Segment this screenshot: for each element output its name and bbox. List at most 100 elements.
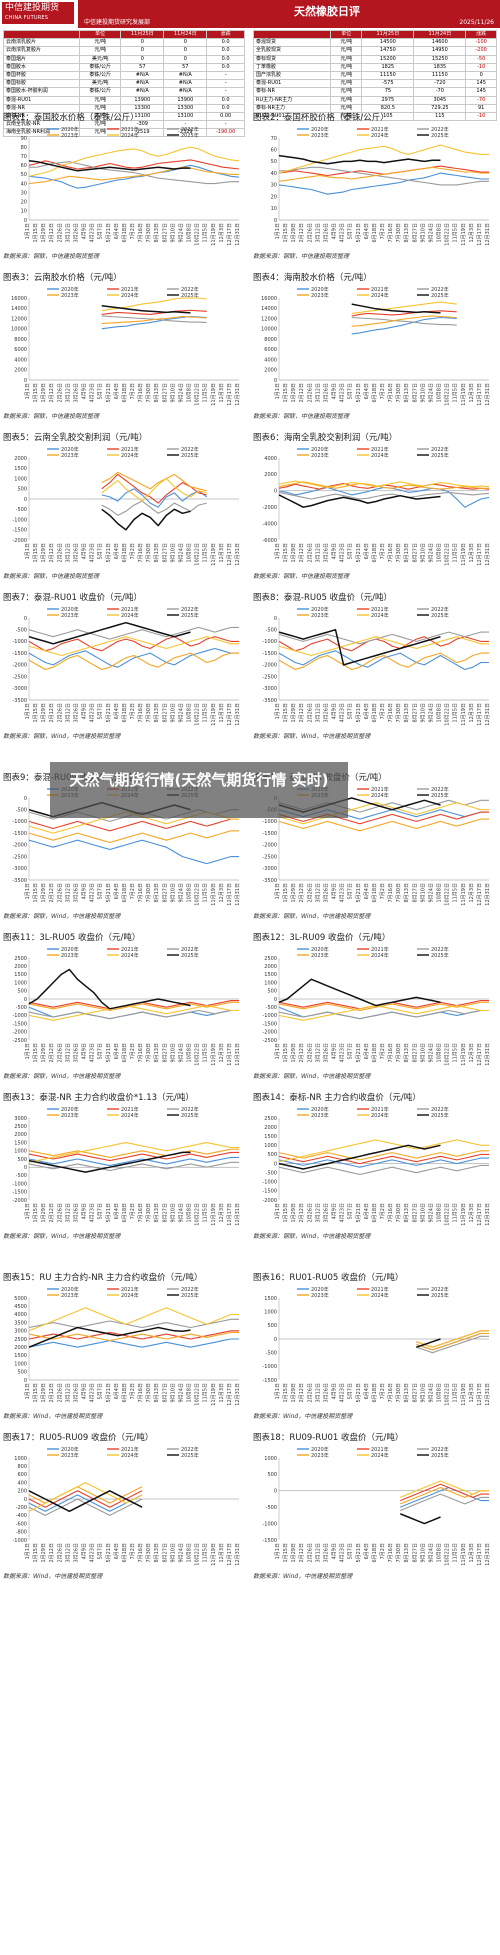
legend-label: 2025年 xyxy=(181,1292,199,1299)
x-tick-label: 7月30日 xyxy=(146,1383,152,1403)
x-tick-label: 1月15日 xyxy=(283,1203,289,1223)
x-tick-label: 2月26日 xyxy=(57,543,63,563)
series-line-2023年 xyxy=(101,315,207,325)
legend-label: 2022年 xyxy=(431,946,449,953)
table-cell: 13900 xyxy=(120,95,165,105)
x-tick-label: 1月15日 xyxy=(283,1543,289,1563)
table-cell: -720 xyxy=(413,79,467,89)
chart-title: 图表18：RU09-RU01 收盘价（元/吨） xyxy=(253,1433,404,1443)
x-tick-label: 6月4日 xyxy=(364,383,370,399)
chart-svg: 2020年 2021年 2022年 2023年 2024年 2025年 -2000 -1500… xyxy=(12,446,241,566)
x-tick-label: 4月9日 xyxy=(82,543,88,559)
y-tick-label: -500 xyxy=(16,628,27,634)
legend-label: 2021年 xyxy=(121,606,139,613)
y-tick-label: 4000 xyxy=(264,456,277,462)
x-tick-label: 2月26日 xyxy=(57,1043,63,1063)
x-tick-label: 8月13日 xyxy=(404,883,410,903)
x-tick-label: 2月12日 xyxy=(299,543,305,563)
x-tick-label: 3月12日 xyxy=(315,543,321,563)
x-tick-label: 7月30日 xyxy=(396,703,402,723)
x-tick-label: 5月21日 xyxy=(106,1203,112,1223)
x-tick-label: 7月30日 xyxy=(396,1043,402,1063)
y-tick-label: 2500 xyxy=(14,1124,27,1130)
y-tick-label: 0 xyxy=(24,218,27,224)
x-tick-label: 5月7日 xyxy=(98,223,104,239)
x-tick-label: 2月12日 xyxy=(299,1383,305,1403)
series-line-2024年 xyxy=(416,1330,489,1348)
table-cell: 0 xyxy=(163,54,208,64)
x-tick-label: 2月26日 xyxy=(307,383,313,403)
table-cell: -70 xyxy=(465,95,497,105)
x-tick-label: 1月15日 xyxy=(33,1203,39,1223)
y-tick-label: 1000 xyxy=(14,1361,27,1367)
x-tick-label: 5月21日 xyxy=(356,703,362,723)
x-tick-label: 8月13日 xyxy=(404,1203,410,1223)
x-tick-label: 12月3日 xyxy=(219,1043,225,1063)
y-tick-label: 0 xyxy=(24,497,27,503)
chart-panel-7: 图表7：泰混-RU01 收盘价（元/吨） 2020年 2021年 2022年 2023年… xyxy=(3,592,248,742)
x-tick-label: 5月7日 xyxy=(348,703,354,719)
x-tick-label: 7月2日 xyxy=(380,1043,386,1059)
legend-label: 2021年 xyxy=(371,1106,389,1113)
legend-label: 2024年 xyxy=(121,132,139,139)
x-tick-label: 11月19日 xyxy=(461,1043,467,1066)
x-tick-label: 5月21日 xyxy=(106,1043,112,1063)
y-tick-label: -4000 xyxy=(262,521,277,527)
x-tick-label: 9月10日 xyxy=(420,223,426,243)
legend-label: 2021年 xyxy=(371,946,389,953)
legend-label: 2024年 xyxy=(371,1112,389,1119)
x-tick-label: 5月21日 xyxy=(356,543,362,563)
y-tick-label: -1500 xyxy=(12,528,27,534)
x-tick-label: 4月23日 xyxy=(340,1543,346,1563)
table-cell: 元/吨 xyxy=(78,46,122,56)
x-tick-label: 5月21日 xyxy=(356,1543,362,1563)
x-tick-label: 7月16日 xyxy=(388,1203,394,1223)
table-row: 泰混现货 元/吨 14500 14600 -100 xyxy=(252,38,497,48)
y-tick-label: 1000 xyxy=(264,980,277,986)
x-tick-label: 4月23日 xyxy=(340,1203,346,1223)
x-tick-label: 10月8日 xyxy=(437,1043,443,1063)
y-tick-label: 2000 xyxy=(14,368,27,374)
legend-label: 2024年 xyxy=(371,1292,389,1299)
x-tick-label: 1月15日 xyxy=(283,543,289,563)
x-tick-label: 12月17日 xyxy=(227,1203,233,1226)
series-line-2024年 xyxy=(278,1005,489,1021)
x-tick-label: 10月22日 xyxy=(195,383,201,406)
x-tick-label: 11月5日 xyxy=(203,1203,209,1223)
y-tick-label: 10 xyxy=(271,206,277,212)
series-line-2021年 xyxy=(28,159,240,170)
x-tick-label: 4月23日 xyxy=(90,383,96,403)
x-tick-label: 6月4日 xyxy=(114,1543,120,1559)
table-header-cell: 11月25日 xyxy=(120,29,165,40)
x-tick-label: 8月27日 xyxy=(412,1203,418,1223)
x-tick-label: 7月16日 xyxy=(388,383,394,403)
y-tick-label: -2000 xyxy=(12,843,27,849)
x-tick-label: 7月16日 xyxy=(138,1203,144,1223)
x-tick-label: 12月3日 xyxy=(469,1203,475,1223)
table-row: 泰国胶水-杯胶利润 泰铢/公斤 #N/A #N/A - xyxy=(3,87,245,97)
chart-svg: 2020年 2021年 2022年 2023年 2024年 2025年 -1000 -800 -… xyxy=(12,1446,241,1566)
chart-panel-15: 图表15：RU 主力合约-NR 主力合约收盘价（元/吨） 2020年 2021年 20… xyxy=(3,1272,248,1422)
x-tick-label: 12月17日 xyxy=(227,1383,233,1406)
price-table-right: 单位 11月25日 11月24日 涨跌 泰混现货 元/吨 14500 14600 -100 全乳胶… xyxy=(252,29,497,122)
x-tick-label: 4月23日 xyxy=(340,383,346,403)
y-tick-label: -1500 xyxy=(262,651,277,657)
x-tick-label: 9月10日 xyxy=(170,223,176,243)
x-tick-label: 1月1日 xyxy=(275,1383,281,1399)
series-line-2023年 xyxy=(28,1331,239,1342)
y-tick-label: 2000 xyxy=(264,472,277,478)
y-tick-label: -1500 xyxy=(12,1021,27,1027)
series-line-2021年 xyxy=(351,310,457,317)
series-line-2025年 xyxy=(399,1513,441,1525)
series-line-2022年 xyxy=(28,1318,239,1329)
table-cell: 元/吨 xyxy=(330,62,363,72)
x-tick-label: 11月5日 xyxy=(453,1543,459,1563)
series-line-2024年 xyxy=(28,1482,143,1512)
x-tick-label: 6月4日 xyxy=(364,1203,370,1219)
series-line-2022年 xyxy=(399,1493,489,1512)
x-tick-label: 12月3日 xyxy=(469,383,475,403)
y-tick-label: -3000 xyxy=(262,866,277,872)
report-header: 中信建投期货 CHINA FUTURES 天然橡胶日评 中信建投期货研究发展部 … xyxy=(0,0,500,28)
series-line-2021年 xyxy=(278,1153,489,1165)
table-cell: 0 xyxy=(163,46,208,56)
